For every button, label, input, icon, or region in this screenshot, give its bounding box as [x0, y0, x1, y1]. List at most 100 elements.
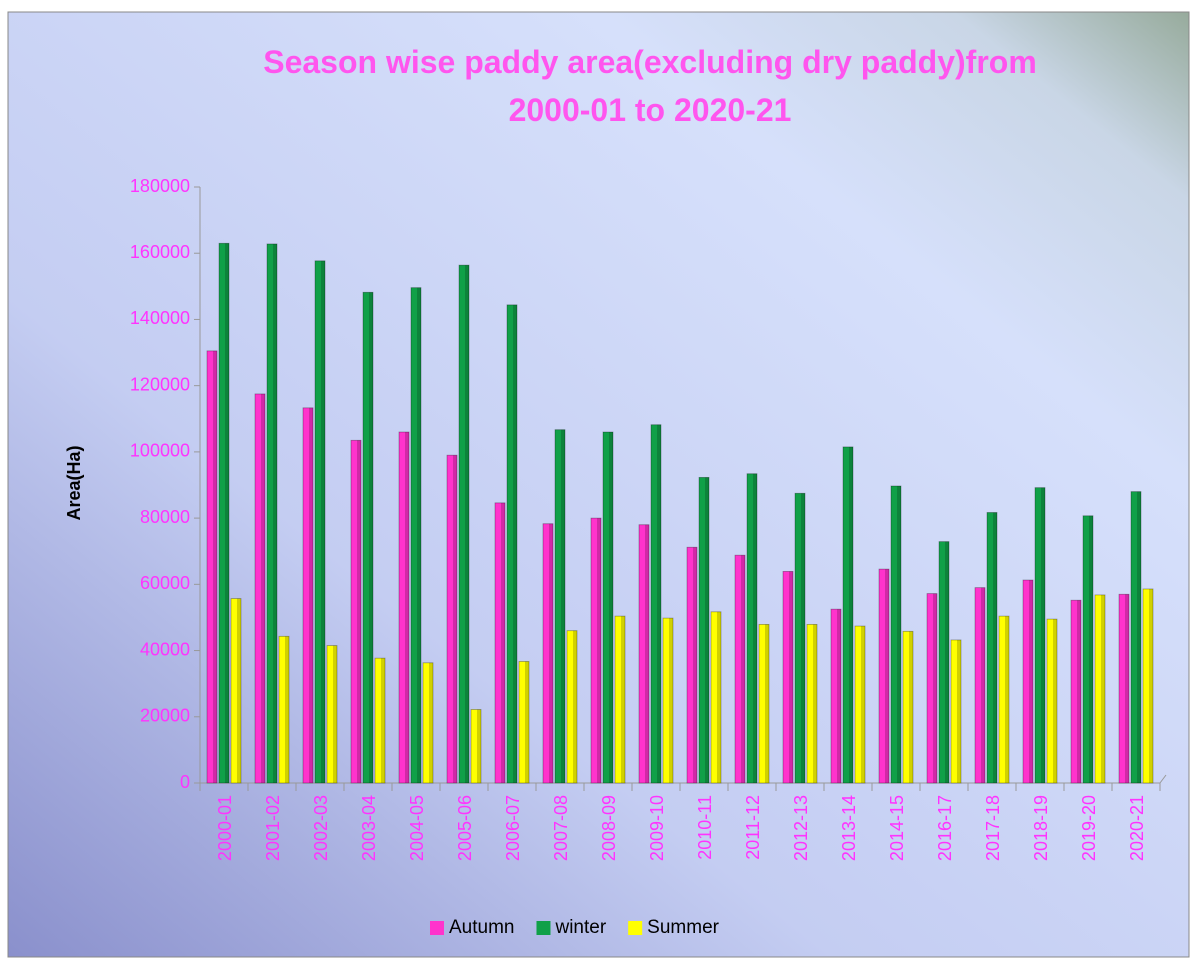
legend-label: Autumn — [449, 917, 514, 938]
bar — [950, 639, 962, 784]
bar-shade — [465, 265, 469, 783]
bar-shade — [237, 598, 241, 783]
bar-shade — [1149, 588, 1153, 783]
bar-shade — [1125, 594, 1129, 783]
y-tick-label: 160000 — [130, 242, 190, 262]
x-tick-label: 2001-02 — [263, 795, 283, 861]
bar — [1070, 599, 1082, 784]
legend-label: Summer — [647, 917, 719, 938]
bar — [590, 517, 602, 784]
x-tick-label: 2003-04 — [359, 795, 379, 861]
chart-title: Season wise paddy area(excluding dry pad… — [263, 44, 1037, 128]
bar-shade — [549, 523, 553, 783]
bar — [758, 623, 770, 784]
bar-shade — [1089, 515, 1093, 783]
bar — [842, 446, 854, 784]
x-tick-label: 2004-05 — [407, 795, 427, 861]
x-tick-label: 2000-01 — [215, 795, 235, 861]
bar — [566, 630, 578, 784]
bar-shade — [897, 485, 901, 783]
bar — [494, 502, 506, 784]
y-tick-label: 40000 — [140, 639, 190, 659]
bar — [1094, 594, 1106, 784]
bar — [506, 304, 518, 784]
bar — [710, 611, 722, 784]
x-tick-label: 2009-10 — [647, 795, 667, 861]
bar — [902, 630, 914, 784]
bar-shade — [1101, 594, 1105, 783]
x-tick-label: 2019-20 — [1079, 795, 1099, 861]
bar-shade — [933, 593, 937, 783]
bar-shade — [573, 630, 577, 783]
bar — [878, 568, 890, 784]
x-tick-label: 2018-19 — [1031, 795, 1051, 861]
bar-shade — [405, 432, 409, 783]
bar-shade — [369, 292, 373, 783]
bar-shade — [513, 304, 517, 783]
bar — [398, 431, 410, 784]
bar — [374, 657, 386, 784]
x-tick-label: 2020-21 — [1127, 795, 1147, 861]
x-tick-label: 2012-13 — [791, 795, 811, 861]
bar-shade — [429, 662, 433, 783]
bar — [686, 546, 698, 784]
bar-shade — [285, 636, 289, 783]
bar-shade — [693, 547, 697, 783]
x-tick-label: 2011-12 — [743, 795, 763, 860]
bar-shade — [645, 524, 649, 783]
bar-shade — [357, 440, 361, 783]
bar-shade — [381, 658, 385, 783]
x-tick-label: 2010-11 — [695, 795, 715, 860]
y-tick-label: 20000 — [140, 706, 190, 726]
bar-shade — [837, 609, 841, 783]
bar — [1142, 588, 1154, 784]
bar-shade — [741, 555, 745, 783]
bar-shade — [321, 260, 325, 783]
bar-shade — [1041, 487, 1045, 783]
bar-shade — [1137, 491, 1141, 783]
bar — [782, 571, 794, 784]
bar — [926, 593, 938, 784]
bar-shade — [717, 611, 721, 783]
bar — [734, 554, 746, 784]
bar-shade — [621, 616, 625, 783]
bar — [326, 645, 338, 784]
background — [7, 11, 1190, 958]
y-tick-label: 100000 — [130, 441, 190, 461]
bar — [890, 485, 902, 784]
bar-shade — [477, 709, 481, 783]
x-tick-label: 2007-08 — [551, 795, 571, 861]
bar — [314, 260, 326, 784]
bar-shade — [417, 287, 421, 783]
bar-shade — [885, 569, 889, 783]
bar — [470, 709, 482, 784]
bar-shade — [1053, 619, 1057, 783]
bar — [746, 473, 758, 784]
bar-shade — [957, 639, 961, 783]
bar — [614, 615, 626, 784]
bar — [986, 512, 998, 784]
bar — [362, 291, 374, 784]
y-tick-label: 120000 — [130, 374, 190, 394]
x-tick-label: 2002-03 — [311, 795, 331, 861]
x-tick-label: 2008-09 — [599, 795, 619, 861]
bar — [1046, 618, 1058, 784]
bar-shade — [1005, 616, 1009, 783]
bar-shade — [909, 631, 913, 783]
bar-shade — [1029, 580, 1033, 783]
bar — [974, 587, 986, 784]
bar-shade — [753, 473, 757, 783]
bar-shade — [525, 661, 529, 783]
bar-shade — [765, 624, 769, 783]
bar-shade — [261, 393, 265, 783]
legend-swatch — [628, 921, 643, 935]
x-tick-label: 2013-14 — [839, 795, 859, 861]
bar — [1022, 579, 1034, 784]
bar-shade — [501, 502, 505, 783]
bar-shade — [225, 243, 229, 784]
bar — [422, 662, 434, 784]
bar-shade — [561, 429, 565, 783]
bar — [542, 523, 554, 784]
legend-swatch — [430, 921, 444, 935]
bar — [1130, 491, 1142, 784]
